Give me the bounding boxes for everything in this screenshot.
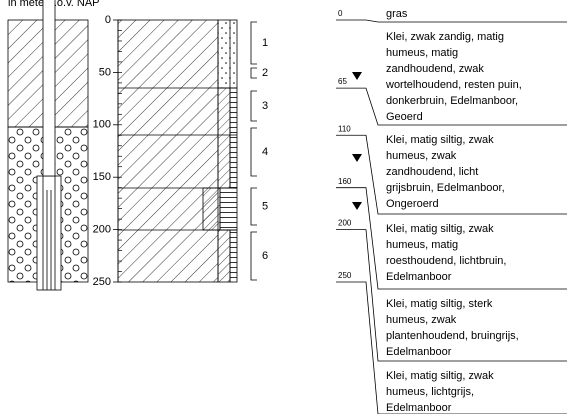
description-line: Klei, matig siltig, zwak [386,223,494,235]
layer-boundary [336,134,567,215]
tick-label: 0 [105,14,111,26]
sample-label: 3 [262,100,268,112]
description-line: roesthoudend, lichtbruin, [386,255,506,267]
sample-label: 2 [262,67,268,79]
description-line: zandhoudend, licht [386,166,478,178]
description-line: humeus, zwak [386,150,457,162]
description-line: zandhoudend, zwak [386,63,484,75]
layer-boundary [336,229,567,362]
description-line: Klei, matig siltig, sterk [386,298,493,310]
lithology-column [117,19,238,283]
layer-boundary [336,187,567,290]
depth-label: 110 [338,124,351,133]
sample-bracket [250,21,257,65]
tick-label: 50 [99,66,111,78]
description-line: Edelmanboor [386,346,452,358]
well-column [7,0,89,291]
layer-boundary [336,19,567,23]
description-line: Klei, matig siltig, zwak [386,134,494,146]
tick-label: 250 [93,276,111,288]
description-line: Ongeroerd [386,198,439,210]
sample-label: 4 [262,146,268,158]
description-line: humeus, lichtgrijs, [386,386,474,398]
sample-bracket [250,187,257,226]
depth-label: 200 [338,219,352,228]
description-line: wortelhoudend, resten puin, [385,79,522,91]
description-line: Edelmanboor [386,271,452,283]
description-line: Geoerd [386,111,423,123]
depth-label: 250 [338,271,352,280]
description-line: humeus, zwak [386,314,457,326]
tick-label: 200 [93,224,111,236]
description-line: donkerbruin, Edelmanboor, [386,95,518,107]
description-line: plantenhoudend, bruingrijs, [386,330,519,342]
description-line: Klei, zwak zandig, matig [386,31,504,43]
sample-bracket [250,67,257,79]
tick-label: 100 [93,119,111,131]
water-level-markers [352,72,362,210]
depth-label: 65 [338,77,347,86]
depth-label: 0 [338,9,343,18]
description-line: gras [386,8,408,20]
sample-label: 5 [262,200,268,212]
tick-label: 150 [93,171,111,183]
sample-bracket [250,127,257,177]
description-line: humeus, matig [386,47,458,59]
description-line: humeus, matig [386,239,458,251]
layer-boundary [336,87,567,126]
sample-bracket [250,231,257,281]
description-line: Klei, matig siltig, zwak [386,370,494,382]
layer-boundary [336,281,567,414]
sample-label: 1 [262,37,268,49]
description-line: grijsbruin, Edelmanboor, [386,182,505,194]
sample-label: 6 [262,250,268,262]
description-line: Edelmanboor [386,402,452,414]
depth-label: 160 [338,177,352,186]
sample-bracket [250,90,257,122]
